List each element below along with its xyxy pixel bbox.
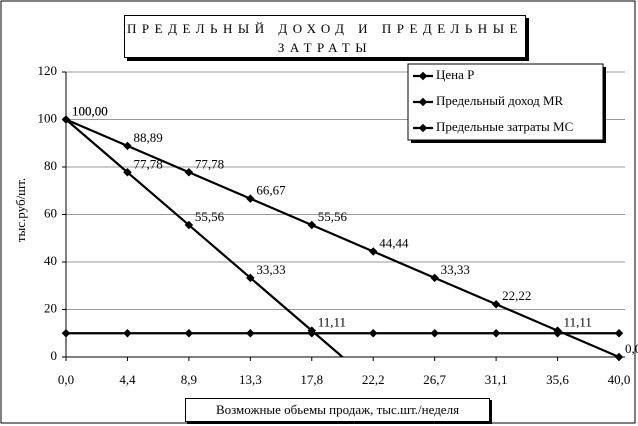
point-marker [614,352,624,362]
series-line [66,118,620,357]
x-tick-label: 35,6 [546,372,569,387]
point-marker [368,247,378,256]
point-marker [246,194,255,203]
data-label: 22,22 [502,288,531,303]
legend [407,63,604,141]
data-label: 66,67 [256,183,286,198]
point-marker [123,141,132,151]
data-label: 33,33 [441,262,470,277]
point-marker [246,329,255,338]
point-marker [553,329,562,338]
legend-marker [418,97,428,107]
point-marker [184,329,194,338]
point-marker [61,329,71,338]
point-marker [246,273,255,283]
point-marker [307,329,317,338]
point-marker [307,220,317,230]
x-axis-label: Возможные обьемы продаж, тыс.шт./неделя [185,398,490,422]
y-tick-label: 100 [38,110,58,125]
legend-marker [418,123,428,133]
point-marker [184,168,194,177]
x-tick-label: 13,3 [239,372,262,387]
x-tick-label: 22,2 [362,372,385,387]
point-marker [430,329,439,338]
x-tick-label: 4,4 [119,372,136,387]
point-marker [491,299,501,309]
point-marker [123,168,132,177]
series-line [66,118,345,357]
data-label: 0,00 [625,341,638,356]
point-marker [614,329,624,338]
data-label: 100,00 [72,103,108,118]
data-label: 55,56 [195,209,225,224]
point-marker [123,329,132,338]
data-label: 88,89 [133,130,162,145]
y-tick-label: 80 [44,158,57,173]
data-label: 55,56 [318,209,348,224]
x-tick-label: 26,7 [423,372,446,387]
point-marker [430,273,439,283]
chart-title: ПРЕДЕЛЬНЫЙ ДОХОД И ПРЕДЕЛЬНЫЕ ЗАТРАТЫ [124,15,526,58]
x-tick-label: 0,0 [58,372,74,387]
y-tick-label: 0 [51,348,58,363]
legend-label: Предельные затраты MC [436,119,573,134]
data-label: 11,11 [564,315,592,330]
point-marker [368,329,378,338]
data-label: 11,11 [318,315,346,330]
x-tick-label: 40,0 [608,372,631,387]
point-marker [61,115,71,124]
legend-label: Цена P [436,67,474,82]
x-tick-label: 8,9 [181,372,197,387]
data-label: 77,78 [133,156,162,171]
legend-marker [418,71,428,81]
y-tick-label: 20 [44,300,57,315]
data-label: 77,78 [195,156,224,171]
y-tick-label: 40 [44,253,57,268]
point-marker [184,220,194,230]
y-axis-label: тыс.руб/шт. [13,178,28,242]
data-label: 33,33 [256,262,285,277]
y-tick-label: 60 [44,205,57,220]
data-label: 44,44 [379,235,409,250]
point-marker [491,329,501,338]
plot-area [66,118,620,357]
x-tick-label: 17,8 [300,372,323,387]
data-label: 100,00 [72,103,108,118]
legend-label: Предельный доход MR [436,93,564,108]
y-tick-label: 120 [38,63,58,78]
x-tick-label: 31,1 [485,372,508,387]
